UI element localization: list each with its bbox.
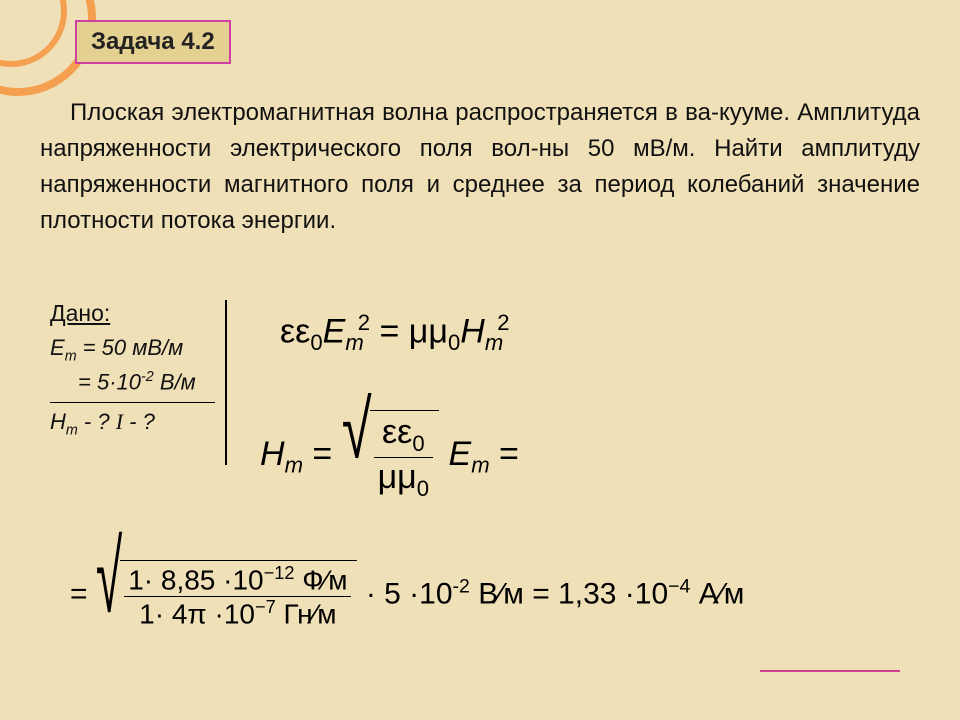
equation-hm-formula: Hm = √ εε0 μμ0 Em = [260,410,519,502]
given-heading: Дано: [50,300,215,327]
equation-numeric-result: = √ 1· 8,85 ·10−12 Ф⁄м 1· 4π ·10−7 Гн⁄м … [70,560,744,631]
given-line-1: Em = 50 мВ/м [50,335,215,364]
vertical-separator [225,300,227,465]
sqrt-icon: √ [96,538,122,686]
given-line-2: = 5·10-2 В/м [50,369,215,395]
equation-energy-balance: εε0Em2 = μμ0Hm2 [280,310,510,356]
given-ask: Hm - ? I - ? [50,409,215,438]
given-block: Дано: Em = 50 мВ/м = 5·10-2 В/м Hm - ? I… [50,300,215,443]
problem-statement: Плоская электромагнитная волна распростр… [40,95,920,239]
problem-title: Задача 4.2 [75,20,231,64]
given-separator [50,402,215,403]
result-underline [760,670,900,672]
sqrt-icon: √ [342,396,372,533]
